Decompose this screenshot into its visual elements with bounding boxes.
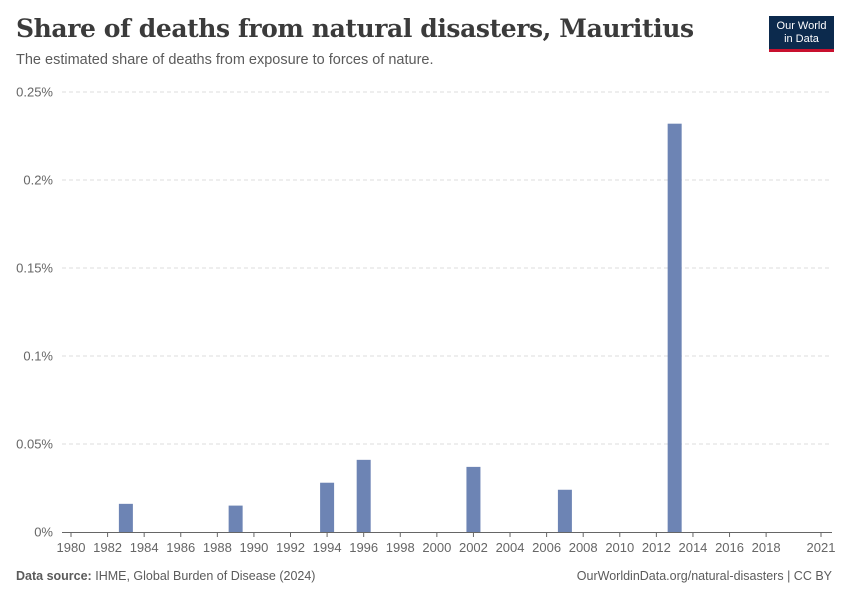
chart-subtitle: The estimated share of deaths from expos… xyxy=(16,52,434,68)
y-tick-label: 0.25% xyxy=(16,85,53,100)
x-tick-label: 1980 xyxy=(57,540,86,555)
bar xyxy=(118,503,133,532)
y-tick-label: 0.15% xyxy=(16,261,53,276)
y-tick-label: 0.05% xyxy=(16,437,53,452)
x-tick-label: 2014 xyxy=(678,540,707,555)
x-tick-label: 2012 xyxy=(642,540,671,555)
x-tick-label: 2008 xyxy=(569,540,598,555)
x-tick-label: 2004 xyxy=(496,540,525,555)
y-tick-label: 0.1% xyxy=(23,349,53,364)
bar xyxy=(466,466,481,532)
x-tick-label: 1988 xyxy=(203,540,232,555)
x-tick-label: 1994 xyxy=(313,540,342,555)
x-tick-label: 2002 xyxy=(459,540,488,555)
bar xyxy=(356,459,371,532)
chart-title: Share of deaths from natural disasters, … xyxy=(16,14,694,43)
x-tick-label: 2006 xyxy=(532,540,561,555)
x-tick-label: 2000 xyxy=(422,540,451,555)
logo-line-2: in Data xyxy=(784,33,819,45)
x-tick-label: 1990 xyxy=(239,540,268,555)
x-tick-label: 2010 xyxy=(605,540,634,555)
x-tick-label: 1982 xyxy=(93,540,122,555)
bar xyxy=(320,482,335,532)
x-tick-label: 2018 xyxy=(752,540,781,555)
data-source-text[interactable]: IHME, Global Burden of Disease (2024) xyxy=(95,569,316,583)
y-tick-label: 0.2% xyxy=(23,173,53,188)
x-tick-label: 1984 xyxy=(130,540,159,555)
x-tick-label: 1992 xyxy=(276,540,305,555)
x-tick-label: 2016 xyxy=(715,540,744,555)
bar xyxy=(667,123,682,533)
data-source-label: Data source: xyxy=(16,569,92,583)
bar xyxy=(228,505,243,532)
x-tick-label: 2021 xyxy=(807,540,836,555)
source-url[interactable]: OurWorldinData.org/natural-disasters | C… xyxy=(576,569,832,583)
logo-line-1: Our World xyxy=(776,20,827,32)
x-tick-label: 1986 xyxy=(166,540,195,555)
x-tick-label: 1998 xyxy=(386,540,415,555)
y-tick-label: 0% xyxy=(34,525,53,540)
data-source: Data source: IHME, Global Burden of Dise… xyxy=(16,569,315,583)
owid-logo[interactable]: Our World in Data xyxy=(769,16,834,52)
bar xyxy=(557,489,572,532)
x-tick-label: 1996 xyxy=(349,540,378,555)
